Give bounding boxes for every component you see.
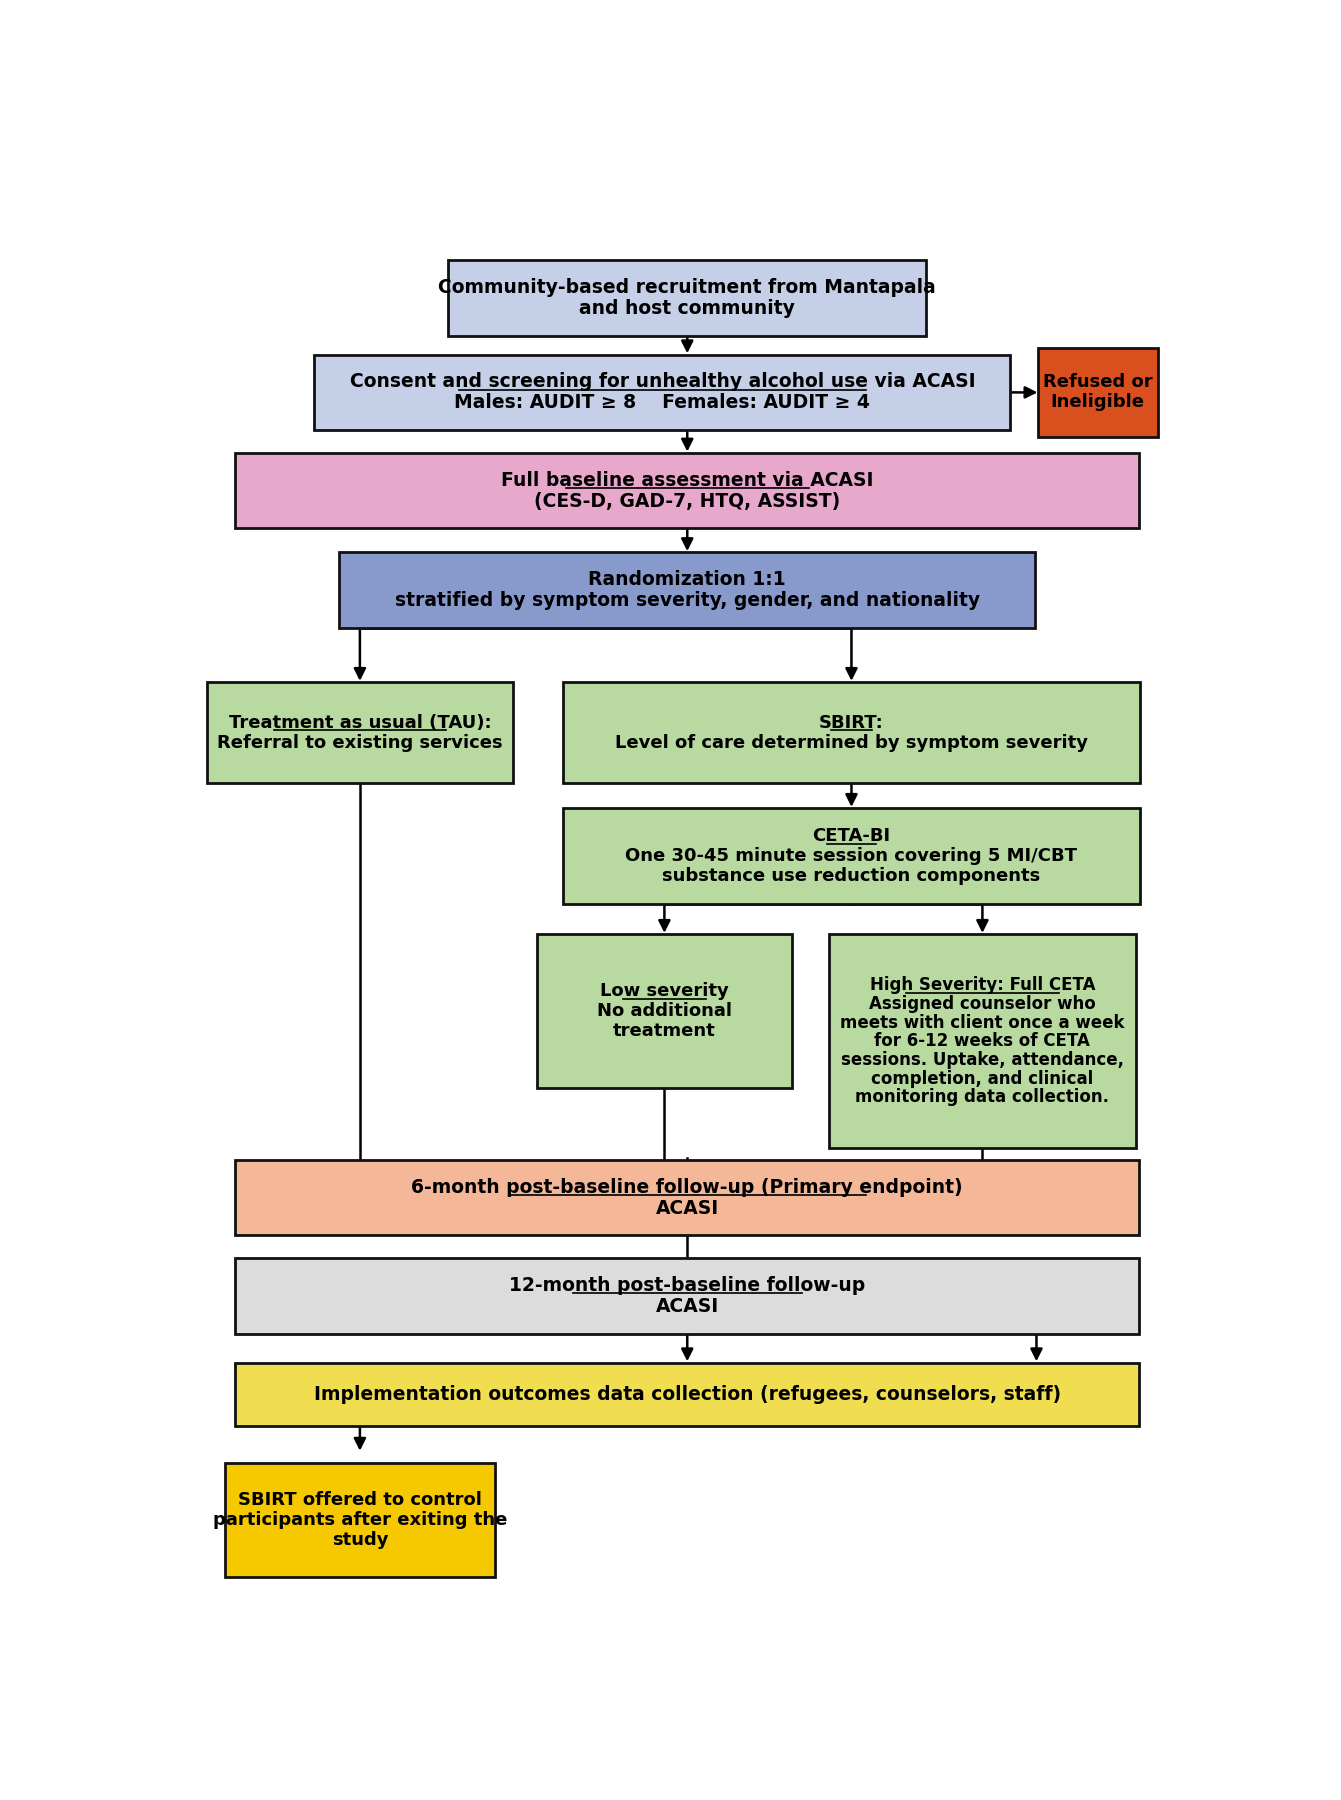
FancyBboxPatch shape bbox=[314, 355, 1011, 430]
FancyBboxPatch shape bbox=[563, 682, 1140, 783]
Text: and host community: and host community bbox=[579, 299, 795, 319]
Text: Level of care determined by symptom severity: Level of care determined by symptom seve… bbox=[616, 734, 1088, 752]
Text: Community-based recruitment from Mantapala: Community-based recruitment from Mantapa… bbox=[439, 277, 936, 297]
Text: SBIRT:: SBIRT: bbox=[819, 713, 884, 731]
FancyBboxPatch shape bbox=[829, 934, 1136, 1148]
Text: sessions. Uptake, attendance,: sessions. Uptake, attendance, bbox=[841, 1051, 1124, 1069]
Text: SBIRT offered to control: SBIRT offered to control bbox=[237, 1490, 481, 1508]
FancyBboxPatch shape bbox=[207, 682, 514, 783]
FancyBboxPatch shape bbox=[235, 1363, 1140, 1426]
Text: Assigned counselor who: Assigned counselor who bbox=[869, 995, 1096, 1013]
Text: Treatment as usual (TAU):: Treatment as usual (TAU): bbox=[228, 713, 491, 731]
Text: participants after exiting the: participants after exiting the bbox=[213, 1512, 507, 1530]
Text: Implementation outcomes data collection (refugees, counselors, staff): Implementation outcomes data collection … bbox=[314, 1384, 1061, 1404]
Text: ACASI: ACASI bbox=[656, 1199, 719, 1217]
Text: monitoring data collection.: monitoring data collection. bbox=[856, 1089, 1109, 1107]
Text: completion, and clinical: completion, and clinical bbox=[872, 1069, 1093, 1087]
Text: study: study bbox=[331, 1532, 388, 1550]
Text: CETA-BI: CETA-BI bbox=[813, 826, 890, 844]
FancyBboxPatch shape bbox=[225, 1463, 495, 1577]
Text: ACASI: ACASI bbox=[656, 1296, 719, 1316]
Text: Males: AUDIT ≥ 8    Females: AUDIT ≥ 4: Males: AUDIT ≥ 8 Females: AUDIT ≥ 4 bbox=[455, 394, 870, 412]
Text: 6-month post-baseline follow-up (Primary endpoint): 6-month post-baseline follow-up (Primary… bbox=[412, 1177, 963, 1197]
Text: stratified by symptom severity, gender, and nationality: stratified by symptom severity, gender, … bbox=[394, 590, 980, 610]
Text: Randomization 1:1: Randomization 1:1 bbox=[589, 571, 786, 589]
Text: substance use reduction components: substance use reduction components bbox=[662, 868, 1041, 886]
FancyBboxPatch shape bbox=[235, 454, 1140, 529]
Text: No additional: No additional bbox=[597, 1003, 732, 1021]
FancyBboxPatch shape bbox=[235, 1258, 1140, 1334]
Text: High Severity: Full CETA: High Severity: Full CETA bbox=[870, 976, 1096, 994]
Text: One 30-45 minute session covering 5 MI/CBT: One 30-45 minute session covering 5 MI/C… bbox=[625, 848, 1077, 866]
FancyBboxPatch shape bbox=[448, 259, 927, 335]
Text: Ineligible: Ineligible bbox=[1051, 394, 1145, 412]
Text: Consent and screening for unhealthy alcohol use via ACASI: Consent and screening for unhealthy alco… bbox=[350, 373, 975, 391]
Text: for 6-12 weeks of CETA: for 6-12 weeks of CETA bbox=[874, 1031, 1090, 1049]
Text: Refused or: Refused or bbox=[1043, 373, 1152, 391]
FancyBboxPatch shape bbox=[538, 934, 791, 1087]
Text: Referral to existing services: Referral to existing services bbox=[217, 734, 503, 752]
FancyBboxPatch shape bbox=[339, 553, 1035, 628]
Text: Full baseline assessment via ACASI: Full baseline assessment via ACASI bbox=[502, 472, 873, 490]
Text: Low severity: Low severity bbox=[599, 983, 728, 1001]
Text: meets with client once a week: meets with client once a week bbox=[841, 1013, 1125, 1031]
Text: 12-month post-baseline follow-up: 12-month post-baseline follow-up bbox=[510, 1276, 865, 1294]
FancyBboxPatch shape bbox=[1038, 349, 1157, 437]
Text: (CES-D, GAD-7, HTQ, ASSIST): (CES-D, GAD-7, HTQ, ASSIST) bbox=[534, 491, 841, 511]
Text: treatment: treatment bbox=[613, 1022, 716, 1040]
FancyBboxPatch shape bbox=[235, 1159, 1140, 1235]
FancyBboxPatch shape bbox=[563, 808, 1140, 904]
